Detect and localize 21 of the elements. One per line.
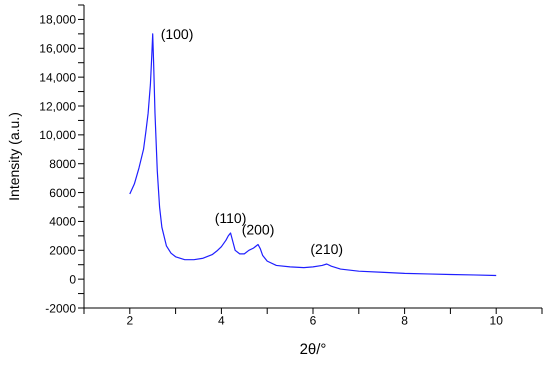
annotation: (210) <box>310 240 344 257</box>
y-tick-label: 12,000 <box>39 99 76 114</box>
y-tick-label: 4000 <box>49 214 76 229</box>
x-tick-label: 6 <box>310 314 317 328</box>
annotation: (100) <box>160 26 194 42</box>
x-tick-label: 10 <box>490 314 504 328</box>
y-axis-title: Intensity (a.u.) <box>6 112 22 201</box>
x-tick-label: 8 <box>401 314 408 328</box>
annotation: (110) <box>214 210 246 226</box>
x-axis-title: 2θ/° <box>300 341 326 358</box>
x-tick-label: 2 <box>126 314 134 328</box>
y-tick-label: 6000 <box>49 186 76 200</box>
y-tick-label: 18,000 <box>39 12 76 27</box>
y-tick-label: 0 <box>69 272 76 286</box>
y-tick-label: 14,000 <box>39 70 76 84</box>
y-tick-label: 16,000 <box>39 42 76 56</box>
y-tick-label: 10,000 <box>39 128 76 142</box>
y-tick-label: 2000 <box>49 244 76 258</box>
x-tick-label: 4 <box>218 314 226 328</box>
y-tick-label: 8000 <box>49 156 76 171</box>
y-tick-label: -2000 <box>45 301 76 316</box>
